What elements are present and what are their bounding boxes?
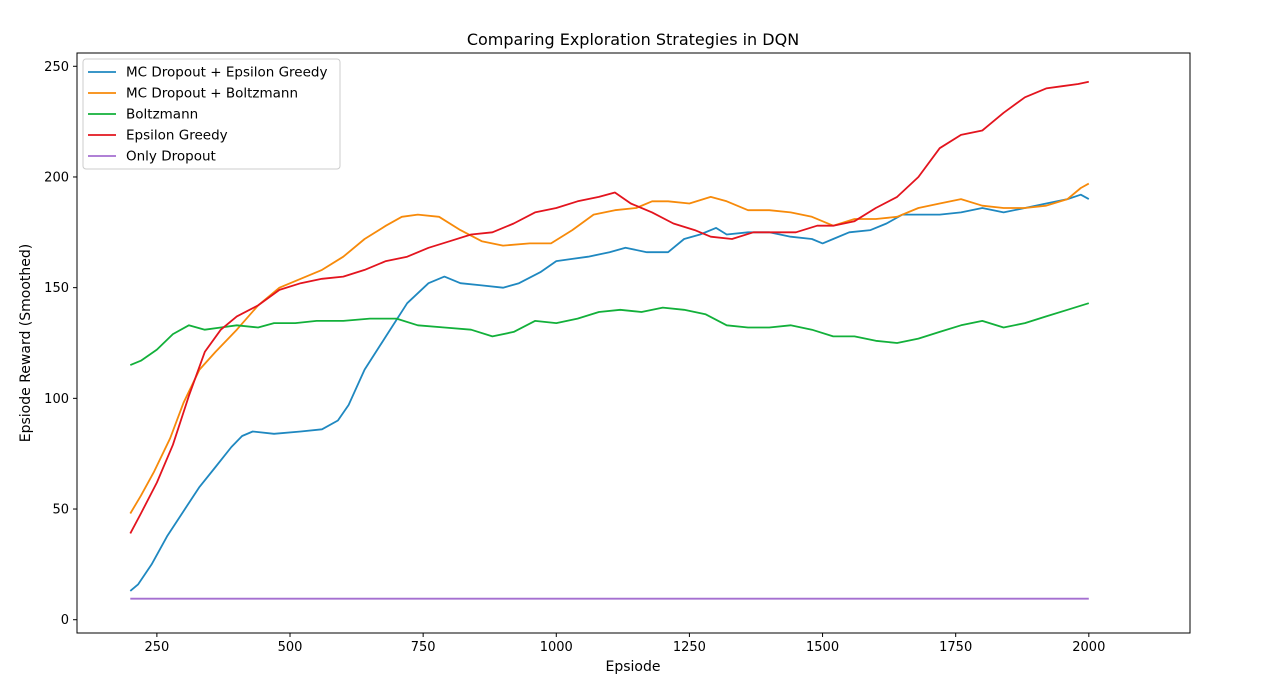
- x-tick-label-0: 250: [144, 640, 169, 655]
- chart-title: Comparing Exploration Strategies in DQN: [467, 30, 799, 49]
- x-tick-label-2: 750: [411, 640, 436, 655]
- series-line-0: [129, 193, 1090, 592]
- x-axis-label: Epsiode: [606, 659, 661, 675]
- x-axis: 250 500 750 1000 1250 1500 1750 2000: [144, 633, 1105, 655]
- y-tick-label-3: 150: [44, 281, 69, 296]
- x-tick-label-6: 1750: [939, 640, 972, 655]
- x-tick-label-5: 1500: [806, 640, 839, 655]
- series-line-2: [129, 302, 1090, 366]
- x-tick-label-7: 2000: [1072, 640, 1105, 655]
- y-tick-label-0: 0: [61, 613, 69, 628]
- legend-label-0: MC Dropout + Epsilon Greedy: [126, 65, 327, 81]
- legend: MC Dropout + Epsilon Greedy MC Dropout + …: [82, 58, 341, 170]
- x-tick-label-1: 500: [278, 640, 303, 655]
- y-axis-label: Epsiode Reward (Smoothed): [18, 244, 34, 442]
- y-tick-label-1: 50: [52, 503, 69, 518]
- legend-label-3: Epsilon Greedy: [126, 128, 228, 144]
- series-line-3: [129, 80, 1089, 534]
- y-tick-label-4: 200: [44, 170, 69, 185]
- plot-frame: [76, 52, 1191, 634]
- x-tick-label-4: 1250: [673, 640, 706, 655]
- legend-label-4: Only Dropout: [126, 149, 216, 165]
- y-axis: 0 50 100 150 200 250: [44, 60, 77, 628]
- x-tick-label-3: 1000: [540, 640, 573, 655]
- legend-label-2: Boltzmann: [126, 107, 198, 123]
- plot-area: [129, 80, 1090, 600]
- legend-box: [82, 58, 341, 170]
- y-tick-label-5: 250: [44, 60, 69, 75]
- series-line-1: [129, 182, 1090, 514]
- y-tick-label-2: 100: [44, 392, 69, 407]
- legend-label-1: MC Dropout + Boltzmann: [126, 86, 298, 102]
